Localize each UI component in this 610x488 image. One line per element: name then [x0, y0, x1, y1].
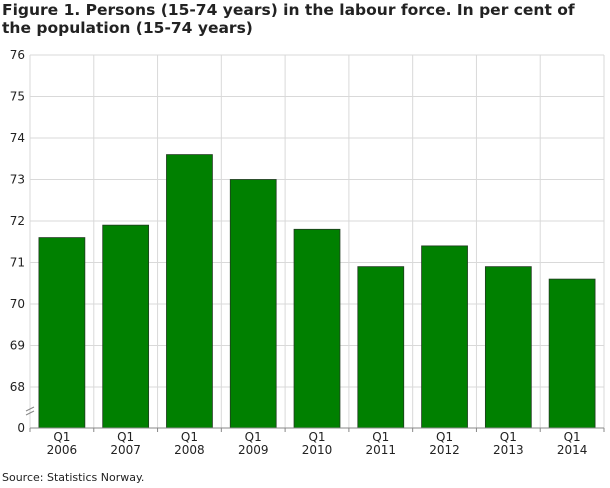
x-tick-label: 2007	[110, 443, 141, 457]
bar	[421, 245, 468, 429]
x-tick-label: Q1	[372, 430, 389, 444]
bar-chart: 0686970717273747576Q12006Q12007Q12008Q12…	[10, 48, 605, 457]
x-tick-label: 2012	[429, 443, 460, 457]
x-tick-label: 2010	[302, 443, 333, 457]
source-note: Source: Statistics Norway.	[2, 471, 145, 484]
bar	[548, 278, 596, 429]
y-tick-label: 69	[10, 339, 25, 353]
x-tick-label: Q1	[117, 430, 134, 444]
y-tick-label: 75	[10, 90, 25, 104]
bar	[357, 266, 405, 429]
bar	[293, 228, 341, 429]
x-tick-label: 2009	[238, 443, 269, 457]
y-tick-label: 71	[10, 256, 25, 270]
y-tick-label: 73	[10, 173, 25, 187]
bar	[38, 237, 86, 429]
x-tick-label: Q1	[53, 430, 70, 444]
bar	[166, 154, 213, 429]
y-tick-label: 72	[10, 214, 25, 228]
y-tick-label: 70	[10, 297, 25, 311]
x-tick-label: Q1	[181, 430, 198, 444]
x-tick-label: Q1	[245, 430, 262, 444]
bar	[229, 179, 277, 429]
y-tick-label: 74	[10, 131, 25, 145]
x-tick-label: 2013	[493, 443, 524, 457]
x-tick-label: 2011	[366, 443, 397, 457]
x-tick-label: 2006	[47, 443, 78, 457]
x-tick-label: Q1	[308, 430, 325, 444]
axis-break-mark	[25, 410, 35, 416]
bar	[102, 224, 150, 429]
x-tick-label: Q1	[564, 430, 581, 444]
x-tick-label: 2008	[174, 443, 205, 457]
y-tick-label: 76	[10, 48, 25, 62]
y-tick-label: 68	[10, 380, 25, 394]
x-tick-label: Q1	[500, 430, 517, 444]
x-tick-label: 2014	[557, 443, 588, 457]
axis-break-mark	[25, 406, 35, 412]
bar	[484, 266, 532, 429]
chart-title: Figure 1. Persons (15-74 years) in the l…	[2, 1, 575, 37]
x-tick-label: Q1	[436, 430, 453, 444]
y-tick-label: 0	[17, 421, 25, 435]
